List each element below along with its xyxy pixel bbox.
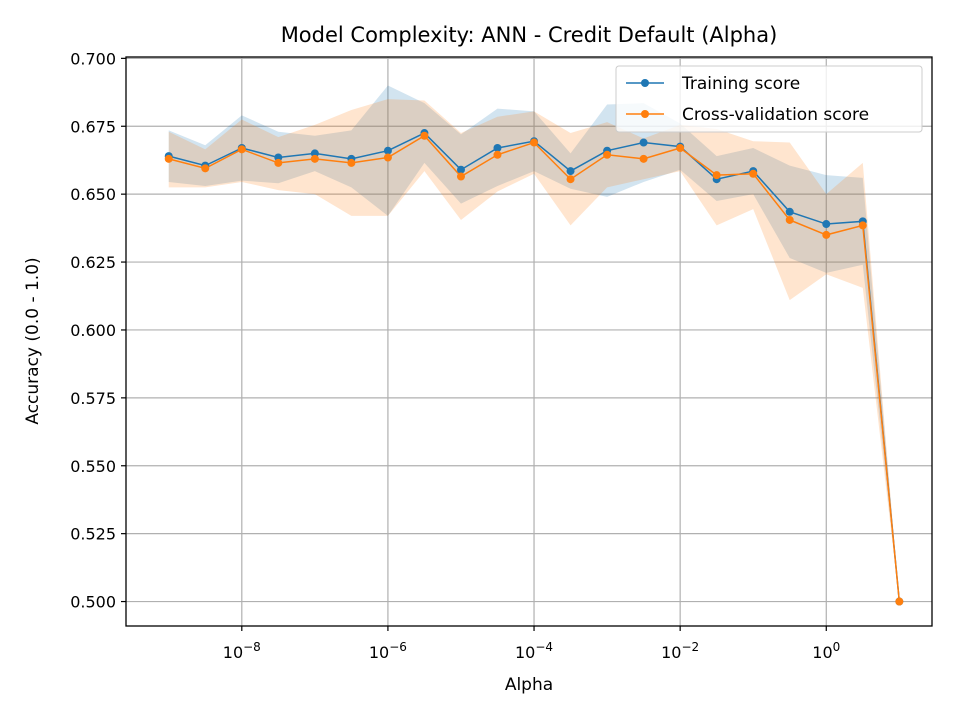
legend-box (615, 65, 923, 133)
band-series-1 (168, 99, 900, 602)
y-tick-label: 0.650 (70, 185, 116, 204)
y-tick-label: 0.700 (70, 49, 116, 68)
y-tick-label: 0.675 (70, 117, 116, 136)
point-series-0 (822, 220, 831, 229)
point-series-1 (201, 164, 210, 173)
point-series-1 (858, 221, 867, 230)
point-series-1 (530, 138, 539, 147)
chart-title: Model Complexity: ANN - Credit Default (… (281, 23, 778, 47)
legend-training-marker (641, 79, 649, 87)
y-tick-label: 0.575 (70, 389, 116, 408)
point-series-1 (895, 597, 904, 606)
point-series-0 (566, 167, 575, 176)
series-markers (164, 129, 904, 606)
point-series-1 (603, 150, 612, 159)
point-series-1 (420, 131, 429, 140)
y-tick-label: 0.550 (70, 457, 116, 476)
legend-cv-marker (641, 110, 649, 118)
y-tick-label: 0.625 (70, 253, 116, 272)
axis-ticks: 0.500 0.525 0.550 0.575 0.600 0.625 0.650 0.675… (70, 49, 840, 662)
band-series-0 (168, 85, 900, 602)
point-series-1 (639, 154, 648, 163)
point-series-0 (493, 143, 502, 152)
point-series-0 (456, 165, 465, 174)
point-series-1 (456, 172, 465, 181)
point-series-0 (785, 207, 794, 216)
point-series-0 (639, 138, 648, 147)
point-series-1 (310, 154, 319, 163)
x-axis-label: Alpha (505, 675, 553, 695)
point-series-1 (676, 143, 685, 152)
point-series-1 (383, 153, 392, 162)
confidence-bands (168, 85, 900, 602)
y-tick-label: 0.500 (70, 593, 116, 612)
point-series-1 (566, 175, 575, 184)
point-series-1 (493, 150, 502, 159)
y-axis-label: Accuracy (0.0 - 1.0) (23, 257, 43, 424)
point-series-1 (712, 171, 721, 180)
point-series-1 (274, 158, 283, 167)
point-series-1 (822, 230, 831, 239)
legend-label-cv: Cross-validation score (682, 105, 869, 125)
point-series-1 (237, 145, 246, 154)
x-tick-label: 10−2 (661, 640, 699, 662)
point-series-1 (347, 158, 356, 167)
legend-label-training: Training score (681, 74, 800, 94)
point-series-1 (785, 215, 794, 224)
x-tick-label: 10−4 (515, 640, 553, 662)
legend: Training score Cross-validation score (615, 65, 923, 133)
point-series-0 (383, 146, 392, 155)
y-tick-label: 0.600 (70, 321, 116, 340)
point-series-1 (749, 169, 758, 178)
x-tick-label: 100 (812, 640, 840, 662)
x-tick-label: 10−8 (223, 640, 261, 662)
plot-frame (125, 56, 933, 627)
x-tick-label: 10−6 (369, 640, 407, 662)
grid (126, 57, 932, 626)
y-tick-label: 0.525 (70, 525, 116, 544)
point-series-1 (164, 154, 173, 163)
